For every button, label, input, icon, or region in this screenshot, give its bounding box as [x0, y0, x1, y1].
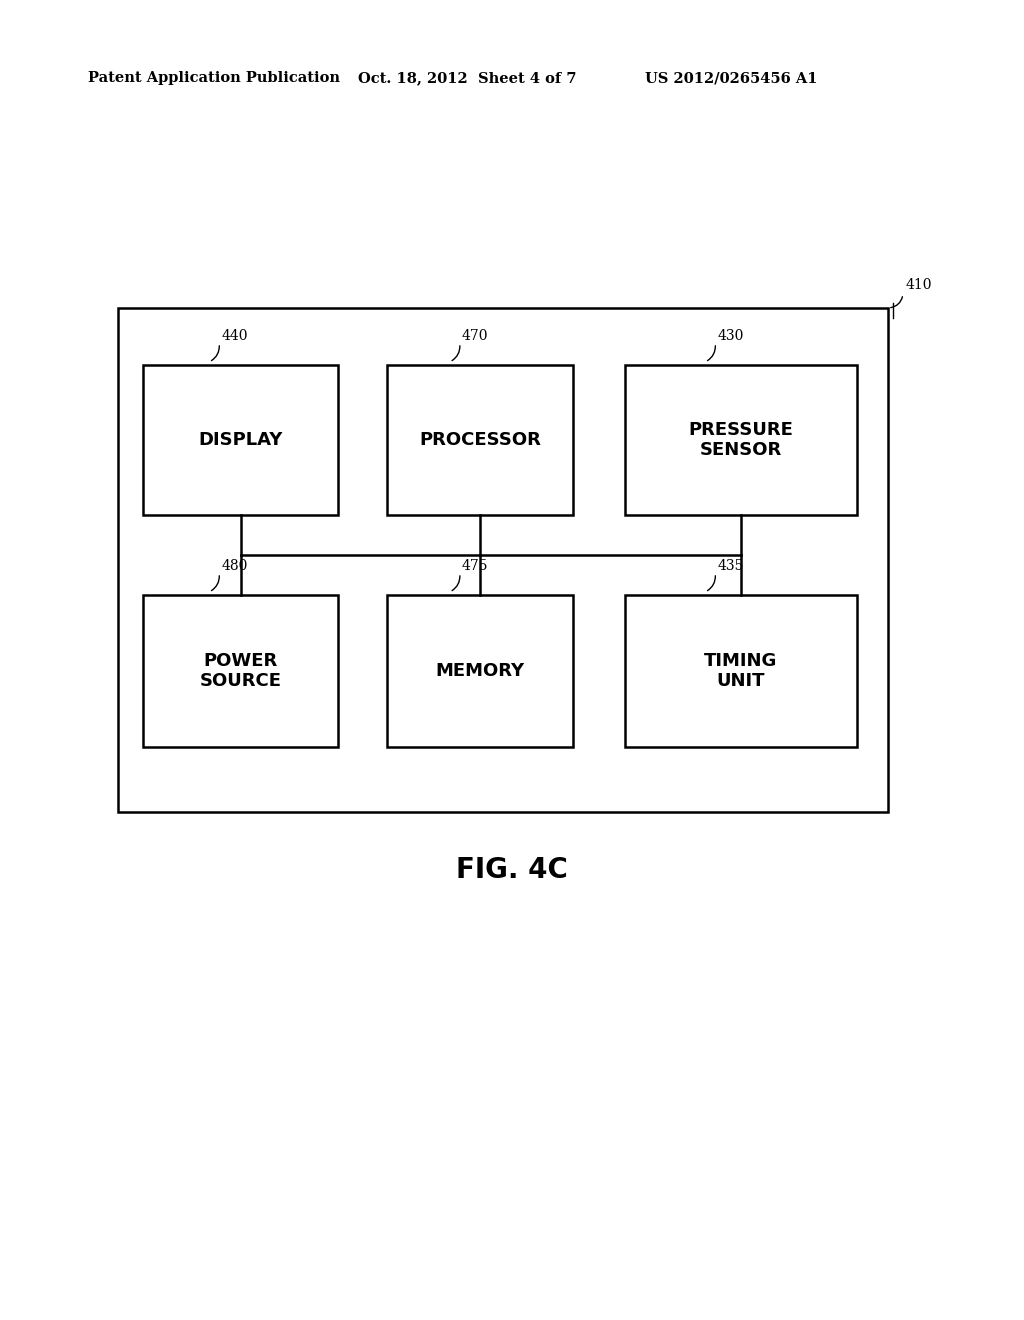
Text: POWER
SOURCE: POWER SOURCE: [200, 652, 282, 690]
Text: 435: 435: [717, 558, 743, 573]
Text: DISPLAY: DISPLAY: [199, 432, 283, 449]
Text: 430: 430: [717, 329, 743, 343]
Bar: [625, 366, 857, 515]
Text: 475: 475: [462, 558, 488, 573]
Text: US 2012/0265456 A1: US 2012/0265456 A1: [645, 71, 817, 84]
Bar: [387, 366, 573, 515]
Text: PROCESSOR: PROCESSOR: [419, 432, 541, 449]
Bar: [118, 308, 888, 812]
Bar: [387, 595, 573, 747]
Text: Oct. 18, 2012  Sheet 4 of 7: Oct. 18, 2012 Sheet 4 of 7: [358, 71, 577, 84]
Text: MEMORY: MEMORY: [435, 663, 524, 680]
Bar: [143, 366, 338, 515]
Bar: [625, 595, 857, 747]
Bar: [143, 595, 338, 747]
Text: 410: 410: [906, 279, 933, 292]
Text: TIMING
UNIT: TIMING UNIT: [705, 652, 777, 690]
Text: 470: 470: [462, 329, 488, 343]
Text: PRESSURE
SENSOR: PRESSURE SENSOR: [688, 421, 794, 459]
Text: FIG. 4C: FIG. 4C: [456, 855, 568, 884]
Text: 480: 480: [221, 558, 248, 573]
Text: Patent Application Publication: Patent Application Publication: [88, 71, 340, 84]
Text: 440: 440: [221, 329, 248, 343]
